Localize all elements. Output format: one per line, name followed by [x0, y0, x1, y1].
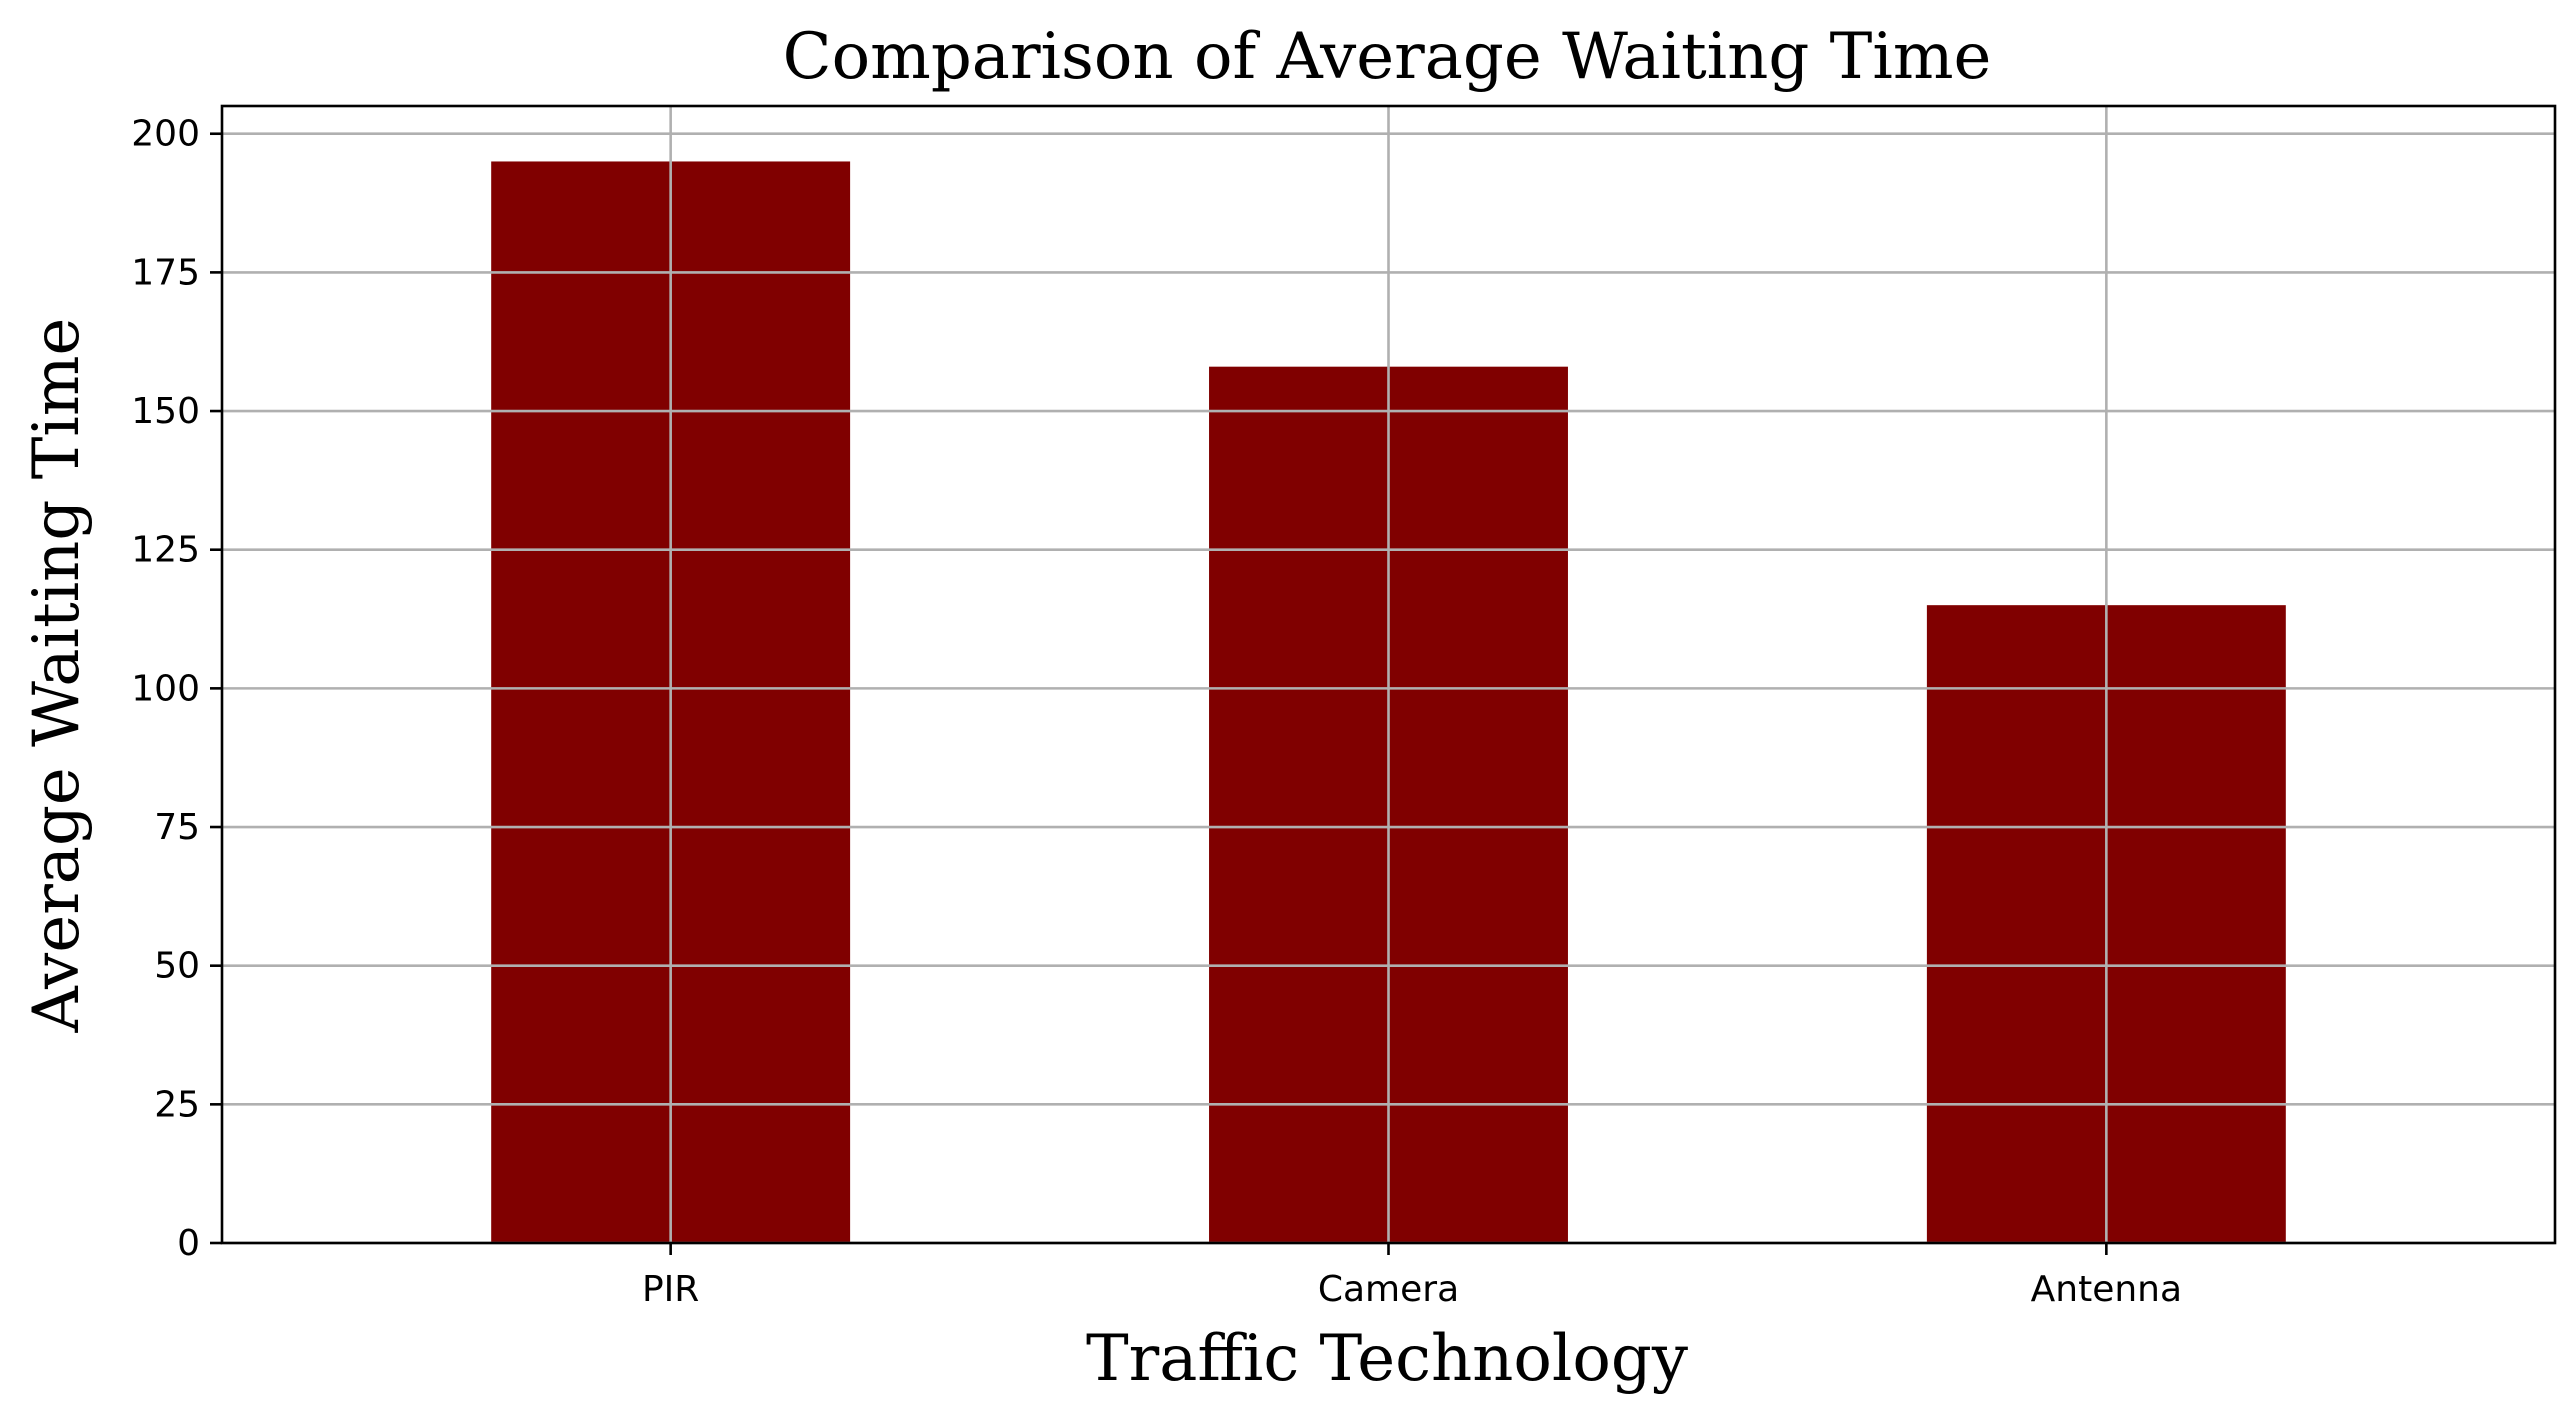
- y-tick-label: 0: [177, 1223, 200, 1264]
- y-tick-label: 100: [131, 668, 200, 709]
- x-tick-label: Camera: [1318, 1269, 1459, 1310]
- y-tick-label: 25: [154, 1084, 200, 1125]
- chart-title: Comparison of Average Waiting Time: [783, 20, 1992, 94]
- y-tick-label: 175: [131, 252, 200, 293]
- y-tick-label: 50: [154, 946, 200, 987]
- x-axis: PIR Camera Antenna: [642, 1243, 2182, 1310]
- y-tick-label: 150: [131, 391, 200, 432]
- x-axis-label: Traffic Technology: [1086, 1322, 1688, 1396]
- y-axis: 0 25 50 75 100 125 150 175 200: [131, 114, 222, 1264]
- y-tick-label: 75: [154, 807, 200, 848]
- y-axis-label: Average Waiting Time: [20, 318, 94, 1034]
- y-tick-label: 200: [131, 114, 200, 155]
- y-tick-label: 125: [131, 530, 200, 571]
- x-tick-label: PIR: [642, 1269, 699, 1310]
- x-tick-label: Antenna: [2031, 1269, 2182, 1310]
